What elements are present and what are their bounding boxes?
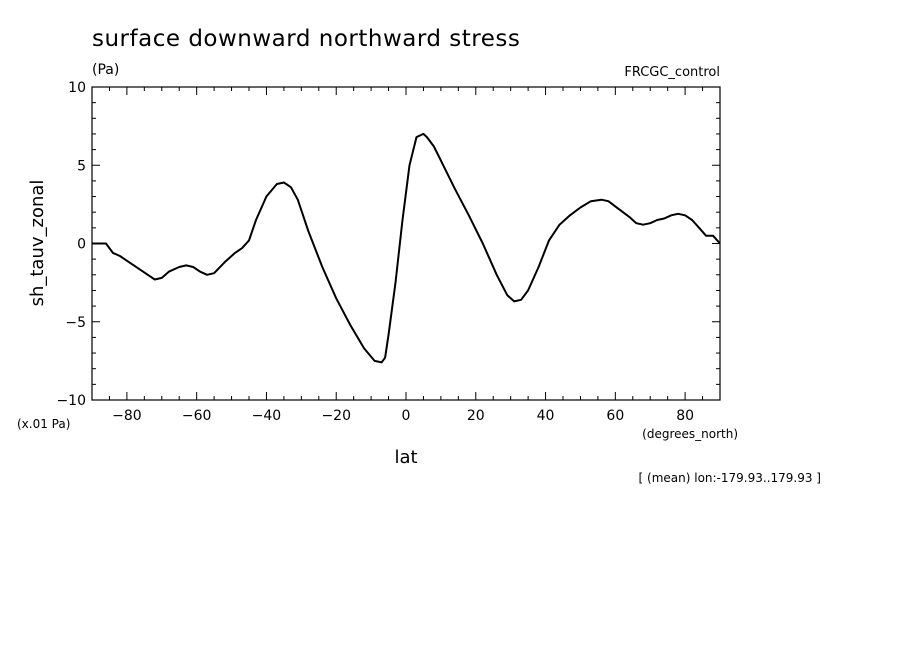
x-tick-labels: −80 −60 −40 −20 0 20 40 60 80 (112, 408, 694, 424)
x-units-label: (degrees_north) (642, 427, 738, 441)
x-tick-label: 60 (606, 408, 624, 424)
y-tick-label: −10 (56, 393, 86, 409)
x-tick-label: −80 (112, 408, 142, 424)
y-tick-label: 0 (77, 237, 86, 253)
chart-title: surface downward northward stress (92, 26, 520, 52)
y-tick-label: 10 (68, 80, 86, 96)
x-tick-label: −60 (182, 408, 212, 424)
x-tick-label: 40 (537, 408, 555, 424)
y-tick-labels: 10 5 0 −5 −10 (56, 80, 86, 409)
units-label: (Pa) (92, 62, 119, 78)
axis-ticks (91, 86, 721, 401)
series-line (92, 132, 721, 364)
dataset-label: FRCGC_control (624, 65, 720, 80)
x-tick-label: 80 (676, 408, 694, 424)
x-tick-label: −40 (252, 408, 282, 424)
y-tick-label: −5 (65, 315, 86, 331)
x-tick-label: 0 (402, 408, 411, 424)
x-tick-label: −20 (321, 408, 351, 424)
x-axis-title: lat (394, 447, 417, 468)
plot-frame (91, 86, 721, 401)
x-tick-label: 20 (467, 408, 485, 424)
footnote: [ (mean) lon:-179.93..179.93 ] (639, 471, 821, 485)
y-axis-title: sh_tauv_zonal (27, 180, 48, 307)
y-scale-label: (x.01 Pa) (17, 417, 70, 431)
y-tick-label: 5 (77, 158, 86, 174)
